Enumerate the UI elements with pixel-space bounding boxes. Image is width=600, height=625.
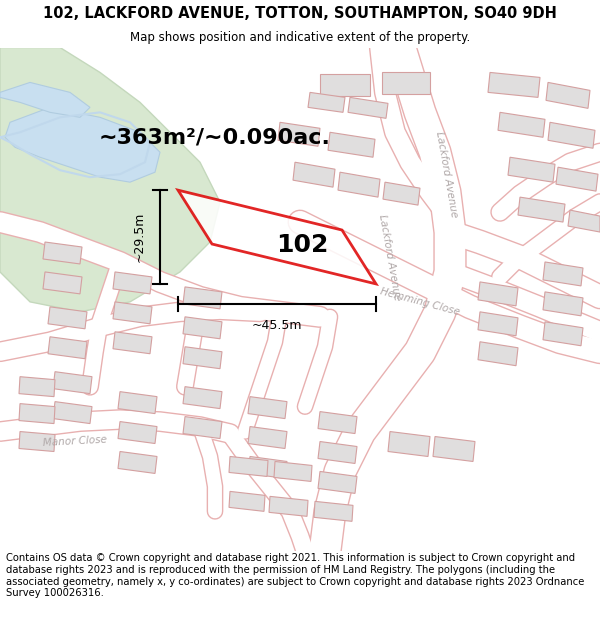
Polygon shape: [488, 72, 540, 98]
Polygon shape: [248, 426, 287, 449]
Polygon shape: [543, 322, 583, 346]
Polygon shape: [388, 431, 430, 456]
Text: ~45.5m: ~45.5m: [252, 319, 302, 332]
Polygon shape: [229, 456, 268, 476]
Polygon shape: [248, 456, 287, 478]
Polygon shape: [328, 132, 375, 158]
Polygon shape: [0, 48, 220, 312]
Polygon shape: [118, 392, 157, 414]
Polygon shape: [113, 302, 152, 324]
Polygon shape: [338, 173, 380, 197]
Polygon shape: [229, 491, 265, 511]
Polygon shape: [43, 272, 82, 294]
Polygon shape: [19, 431, 55, 451]
Text: ~363m²/~0.090ac.: ~363m²/~0.090ac.: [99, 127, 331, 148]
Polygon shape: [183, 347, 222, 369]
Polygon shape: [48, 307, 87, 329]
Polygon shape: [308, 92, 345, 112]
Polygon shape: [568, 210, 600, 232]
Polygon shape: [543, 292, 583, 316]
Polygon shape: [543, 262, 583, 286]
Polygon shape: [19, 377, 55, 397]
Text: 102, LACKFORD AVENUE, TOTTON, SOUTHAMPTON, SO40 9DH: 102, LACKFORD AVENUE, TOTTON, SOUTHAMPTO…: [43, 6, 557, 21]
Polygon shape: [293, 162, 335, 187]
Text: Lackford Avenue: Lackford Avenue: [377, 213, 403, 301]
Polygon shape: [43, 242, 82, 264]
Text: 102: 102: [276, 233, 328, 257]
Polygon shape: [113, 272, 152, 294]
Text: Map shows position and indicative extent of the property.: Map shows position and indicative extent…: [130, 31, 470, 44]
Polygon shape: [478, 342, 518, 366]
Polygon shape: [183, 287, 222, 309]
Polygon shape: [546, 82, 590, 108]
Polygon shape: [278, 122, 320, 146]
Polygon shape: [48, 337, 87, 359]
Text: Contains OS data © Crown copyright and database right 2021. This information is : Contains OS data © Crown copyright and d…: [6, 553, 584, 598]
Text: Manor Close: Manor Close: [43, 435, 107, 448]
Polygon shape: [19, 404, 55, 424]
Polygon shape: [498, 112, 545, 138]
Polygon shape: [0, 82, 90, 118]
Polygon shape: [518, 197, 565, 222]
Polygon shape: [478, 282, 518, 306]
Polygon shape: [556, 168, 598, 191]
Polygon shape: [183, 387, 222, 409]
Polygon shape: [183, 317, 222, 339]
Text: Hemming Close: Hemming Close: [379, 286, 461, 318]
Polygon shape: [508, 158, 555, 182]
Polygon shape: [53, 372, 92, 394]
Polygon shape: [269, 496, 308, 516]
Polygon shape: [113, 332, 152, 354]
Polygon shape: [548, 122, 595, 148]
Polygon shape: [274, 461, 312, 481]
Polygon shape: [478, 312, 518, 336]
Polygon shape: [318, 441, 357, 464]
Polygon shape: [433, 436, 475, 461]
Polygon shape: [248, 397, 287, 419]
Polygon shape: [382, 72, 430, 94]
Polygon shape: [348, 98, 388, 118]
Polygon shape: [118, 451, 157, 474]
Text: ~29.5m: ~29.5m: [133, 212, 146, 262]
Polygon shape: [183, 417, 222, 439]
Polygon shape: [314, 501, 353, 521]
Polygon shape: [383, 182, 420, 205]
Polygon shape: [118, 422, 157, 444]
Polygon shape: [318, 471, 357, 493]
Polygon shape: [5, 107, 160, 182]
Polygon shape: [178, 190, 376, 284]
Text: Lackford Avenue: Lackford Avenue: [434, 131, 460, 218]
Polygon shape: [318, 412, 357, 434]
Polygon shape: [320, 74, 370, 96]
Polygon shape: [53, 402, 92, 424]
